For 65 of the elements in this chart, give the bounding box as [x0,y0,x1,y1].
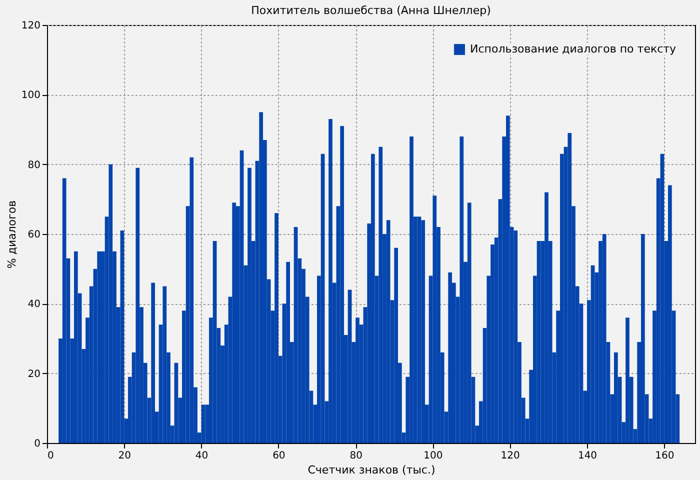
y-tick-label: 120 [21,20,40,32]
bar [162,286,167,443]
bar [274,213,278,443]
x-tick-label: 60 [272,450,286,462]
bar [294,227,298,443]
bar [201,404,206,443]
bar [97,251,101,443]
x-tick-label: 140 [578,450,598,462]
bar [506,116,510,443]
bar [286,262,290,443]
bar [568,132,572,443]
bar [626,318,630,443]
bar [136,168,140,443]
x-axis-title: Счетчик знаков (тыс.) [308,464,436,476]
bar [174,362,178,443]
bar [394,248,398,443]
bar [668,185,672,443]
y-tick-label: 60 [28,230,40,240]
bar [467,202,472,443]
y-tick-label: 0 [34,438,40,450]
bar [190,157,194,443]
legend-label: Использование диалогов по тексту [470,42,677,56]
x-tick-label: 0 [48,450,54,462]
bar [320,154,325,443]
bar [536,240,541,443]
bar [108,164,113,443]
bar [151,282,155,443]
y-tick-label: 20 [28,368,40,380]
bar [448,272,452,443]
y-tick-label: 40 [28,299,40,310]
bar [386,220,390,443]
bar [641,234,645,443]
bar [240,150,244,443]
bar [212,240,217,443]
bar [432,196,437,443]
y-axis-title: % диалогов [5,200,18,269]
bar [348,290,352,443]
bar [660,154,664,443]
x-tick-label: 80 [350,450,362,462]
bar [328,119,332,443]
bar [371,154,375,443]
x-tick-label: 20 [118,450,132,462]
bar [248,168,252,443]
bar [602,234,606,443]
y-tick-label: 100 [21,90,40,102]
x-tick-label: 120 [500,450,520,462]
chart-title: Похититель волшебства (Анна Шнеллер) [251,4,491,17]
bar [232,202,236,443]
bar [62,178,66,443]
x-tick-label: 160 [655,450,674,462]
x-tick-label: 40 [195,450,208,462]
bar [410,136,414,443]
bar [614,352,618,443]
bar [259,112,263,443]
x-tick-label: 100 [424,450,443,462]
bar [421,220,425,443]
bar [417,216,422,443]
bar [340,126,344,443]
bar [74,251,78,443]
bar [120,230,124,443]
bar [590,265,595,443]
y-tick-label: 80 [28,160,40,171]
bar [514,230,518,443]
bar [460,136,464,443]
bar [378,146,383,443]
